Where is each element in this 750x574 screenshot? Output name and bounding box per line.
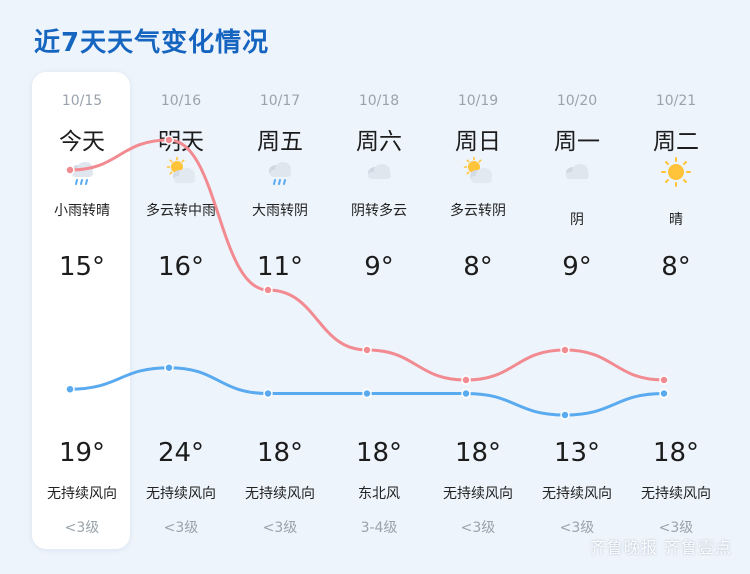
weather-description: 多云转中雨	[146, 203, 216, 219]
high-temp: 11°	[256, 252, 304, 282]
high-temp: 8°	[463, 252, 493, 282]
high-temp: 16°	[157, 252, 205, 282]
wind-direction: 无持续风向	[542, 486, 612, 502]
low-temp: 18°	[355, 438, 403, 468]
weather-description: 小雨转晴	[54, 203, 110, 219]
cloud-icon	[363, 156, 395, 188]
day-column: 10/19 周日多云转阴 8° 18° 无持续风向 <3级	[428, 72, 528, 549]
day-date: 10/15	[61, 93, 103, 109]
high-temp-point	[362, 345, 372, 355]
day-date: 10/17	[259, 93, 301, 109]
wind-direction: 无持续风向	[146, 486, 216, 502]
wind-level: <3级	[559, 520, 595, 536]
low-temp-point	[263, 388, 273, 399]
day-column: 10/18 周六阴转多云 9° 18° 东北风 3-4级	[329, 72, 429, 549]
day-date: 10/21	[655, 93, 697, 109]
today-card	[32, 72, 130, 549]
high-temp: 15°	[58, 252, 106, 282]
weather-description: 大雨转阴	[252, 203, 308, 219]
wind-level: <3级	[460, 520, 496, 536]
day-date: 10/19	[457, 93, 499, 109]
day-column: 10/20 周一阴 9° 13° 无持续风向 <3级	[527, 72, 627, 549]
low-temp: 24°	[157, 438, 205, 468]
low-temp-point	[164, 362, 174, 373]
day-column: 10/16 明天 多云转中雨 16° 24° 无持续风向 <3级	[131, 72, 231, 549]
day-date: 10/16	[160, 93, 202, 109]
high-temp: 9°	[562, 252, 592, 282]
watermark: 齐鲁晚报 齐鲁壹点	[589, 538, 732, 557]
high-temp-point	[65, 165, 75, 175]
high-temp-point	[560, 345, 570, 355]
wind-direction: 无持续风向	[641, 486, 711, 502]
page-title: 近7天天气变化情况	[34, 28, 270, 58]
high-temp-point	[164, 135, 174, 145]
high-temp-point	[461, 375, 471, 385]
low-temp-point	[461, 388, 471, 399]
wind-level: <3级	[163, 520, 199, 536]
wind-direction: 无持续风向	[47, 486, 117, 502]
low-temp: 18°	[256, 438, 304, 468]
low-temp-point	[560, 410, 570, 420]
high-temp: 8°	[661, 252, 691, 282]
high-temp-point	[659, 375, 669, 385]
low-temp: 18°	[652, 438, 700, 468]
day-name: 周一	[554, 129, 600, 155]
partly-cloudy-icon	[462, 156, 494, 188]
high-temp-point	[263, 285, 273, 295]
low-temp-point	[65, 384, 75, 394]
wind-level: <3级	[262, 520, 298, 536]
day-name: 周日	[455, 129, 501, 155]
wind-level: <3级	[64, 520, 100, 536]
low-temp: 13°	[553, 438, 601, 468]
low-temp: 18°	[454, 438, 502, 468]
weather-description: 多云转阴	[450, 203, 506, 219]
day-date: 10/18	[358, 93, 400, 109]
day-column: 10/17 周五大雨转阴 11° 18° 无持续风向 <3级	[230, 72, 330, 549]
day-name: 周六	[356, 129, 402, 155]
day-name: 周五	[257, 129, 303, 155]
day-column: 10/21 周二晴 8° 18° 无持续风向 <3级	[626, 72, 726, 549]
partly-cloudy-icon	[165, 156, 197, 188]
day-date: 10/20	[556, 93, 598, 109]
rain-cloud-icon	[264, 156, 296, 188]
low-temp-point	[659, 388, 669, 399]
day-name: 今天	[59, 129, 105, 155]
wind-direction: 无持续风向	[245, 486, 315, 502]
weather-description: 阴转多云	[351, 203, 407, 219]
sun-icon	[660, 156, 692, 188]
wind-direction: 东北风	[358, 486, 400, 502]
high-temp-line	[69, 138, 665, 382]
day-name: 周二	[653, 129, 699, 155]
low-temp-point	[362, 388, 372, 399]
low-temp: 19°	[58, 438, 106, 468]
wind-level: <3级	[658, 520, 694, 536]
wind-level: 3-4级	[360, 520, 398, 536]
high-temp: 9°	[364, 252, 394, 282]
wind-direction: 无持续风向	[443, 486, 513, 502]
cloud-icon	[561, 156, 593, 188]
weather-description: 阴	[570, 212, 584, 228]
weather-description: 晴	[669, 212, 683, 228]
